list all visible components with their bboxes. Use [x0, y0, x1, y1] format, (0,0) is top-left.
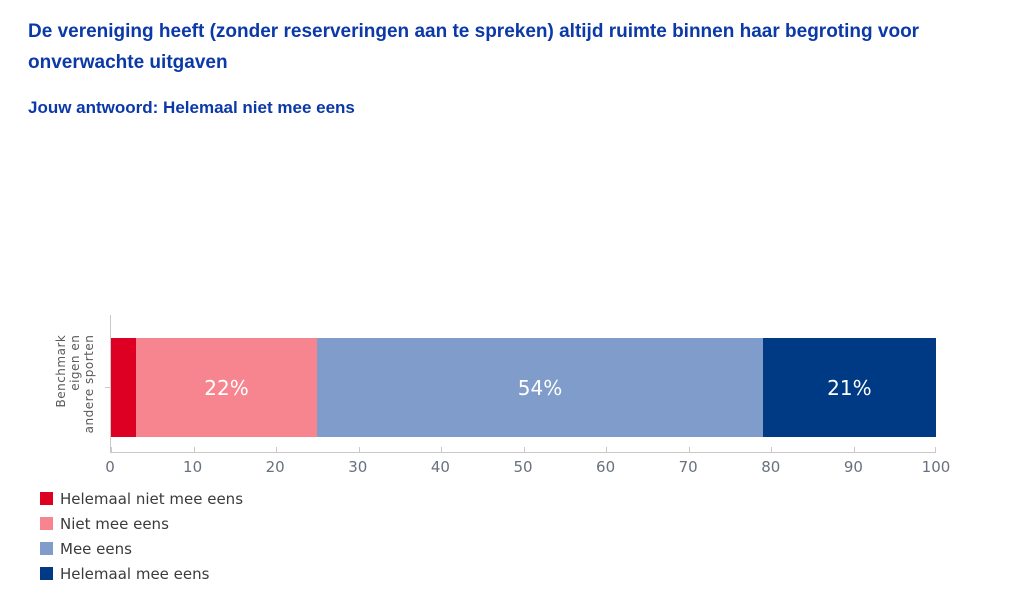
- legend-swatch-icon: [40, 567, 53, 580]
- x-axis-tick-label: 10: [183, 458, 203, 476]
- y-axis-category-label-line: Benchmark: [54, 334, 68, 408]
- x-axis-tick-label: 100: [921, 458, 951, 476]
- bar-segment-3: 54%: [317, 338, 763, 437]
- x-axis-tick: [358, 447, 360, 452]
- legend-item-4: Helemaal mee eens: [40, 561, 243, 586]
- x-axis-tick: [935, 447, 936, 452]
- bar-segment-4: 21%: [762, 338, 936, 437]
- legend-label: Helemaal mee eens: [60, 564, 210, 583]
- y-axis-category-label-line: andere sporten: [82, 334, 96, 434]
- legend-swatch-icon: [40, 492, 53, 505]
- legend-item-3: Mee eens: [40, 536, 243, 561]
- x-axis-tick: [276, 447, 277, 452]
- bar-segment-value-label: 54%: [517, 375, 563, 400]
- legend-label: Niet mee eens: [60, 514, 169, 533]
- legend-swatch-icon: [40, 542, 53, 555]
- x-axis-tick: [606, 447, 607, 452]
- x-axis-tick: [771, 447, 772, 452]
- x-axis-tick-label: 70: [678, 458, 698, 476]
- x-axis-tick-label: 0: [105, 458, 115, 476]
- x-axis-tick-label: 60: [596, 458, 616, 476]
- x-axis-tick: [111, 447, 112, 452]
- x-axis-tick-label: 90: [843, 458, 863, 476]
- x-axis-tick-label: 50: [513, 458, 533, 476]
- your-answer-subtitle: Jouw antwoord: Helemaal niet mee eens: [28, 98, 355, 117]
- legend: Helemaal niet mee eens Niet mee eens Mee e…: [40, 486, 243, 586]
- bar-segment-value-label: 22%: [204, 375, 249, 400]
- stacked-bar: 22% 54% 21%: [111, 338, 936, 437]
- x-axis-tick: [193, 447, 195, 452]
- legend-item-1: Helemaal niet mee eens: [40, 486, 243, 511]
- legend-label: Helemaal niet mee eens: [60, 489, 244, 508]
- x-axis-tick-label: 20: [265, 458, 285, 476]
- x-axis-tick-label: 30: [348, 458, 368, 476]
- y-axis-tick: [105, 387, 110, 388]
- x-axis-tick-label: 40: [430, 458, 450, 476]
- bar-segment-value-label: 21%: [827, 375, 872, 400]
- x-axis-tick: [441, 447, 442, 452]
- legend-swatch-icon: [40, 517, 53, 530]
- x-axis-tick: [853, 447, 855, 452]
- bar-segment-1: [111, 338, 136, 437]
- legend-item-2: Niet mee eens: [40, 511, 243, 536]
- plot-area: 22% 54% 21%: [105, 315, 936, 453]
- y-axis-category-label-line: eigen en: [68, 334, 82, 391]
- x-axis-tick: [688, 447, 690, 452]
- x-axis-tick-label: 80: [761, 458, 781, 476]
- bar-segment-2: 22%: [135, 338, 318, 437]
- y-axis-category-label: Benchmark eigen en andere sporten: [54, 335, 96, 434]
- legend-label: Mee eens: [60, 539, 132, 558]
- question-title: De vereniging heeft (zonder reserveringe…: [28, 21, 920, 73]
- x-axis-tick: [523, 447, 525, 452]
